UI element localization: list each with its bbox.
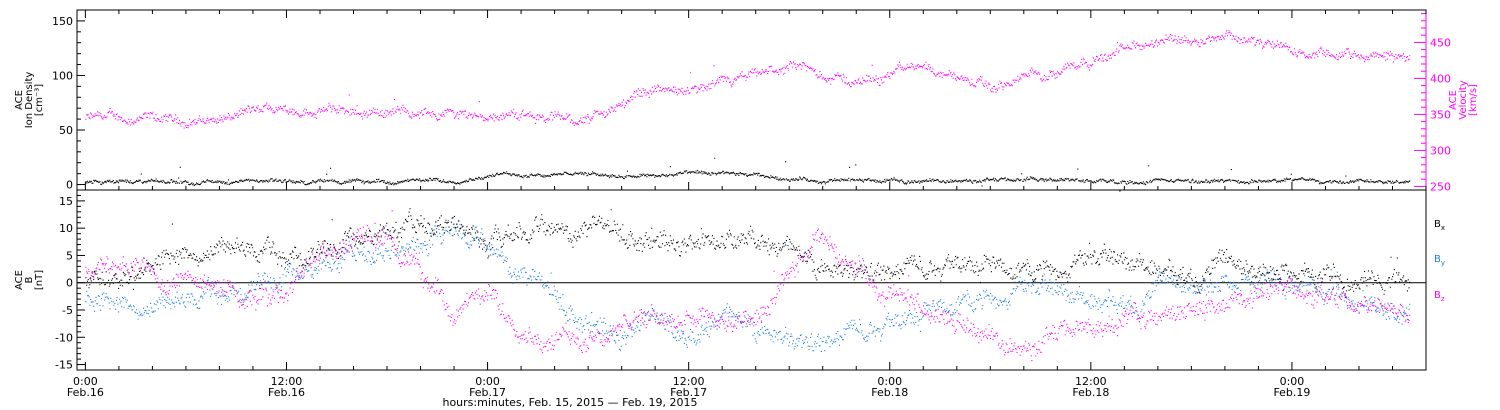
x-time-label: 0:00 [1280, 375, 1305, 388]
legend-subscript: y [1441, 259, 1445, 267]
legend-base: B [1434, 219, 1441, 230]
legend-subscript: x [1441, 224, 1445, 232]
bottom-panel-frame [76, 189, 1427, 371]
b-tick-label: 5 [66, 249, 73, 262]
b-tick-label: -15 [55, 359, 73, 372]
density-axis-title-line: [cm⁻³] [34, 84, 45, 116]
velocity-tick-label: 250 [1430, 180, 1451, 193]
x-date-label: Feb.18 [1072, 386, 1109, 399]
velocity-axis-title-line: [km/s] [1468, 84, 1479, 116]
velocity-tick-label: 400 [1430, 72, 1451, 85]
x-time-label: 0:00 [73, 375, 98, 388]
density-tick-label: 150 [52, 15, 73, 28]
legend-bz: Bz [1434, 290, 1445, 303]
density-axis-title-line: ACE [14, 90, 25, 110]
b-axis-title-line: [nT] [34, 270, 45, 290]
b-axis-title: ACEB[nT] [14, 270, 45, 290]
b-axis-title-line: ACE [14, 270, 25, 290]
b-tick-label: 10 [59, 222, 73, 235]
x-date-label: Feb.16 [67, 386, 104, 399]
b-tick-label: 0 [66, 277, 73, 290]
top-panel-frame [76, 9, 1427, 191]
legend-base: B [1434, 290, 1441, 301]
density-tick-label: 0 [66, 179, 73, 192]
b-axis-title-line: B [24, 276, 35, 283]
legend-by: By [1434, 254, 1445, 267]
b-tick-label: 15 [59, 195, 73, 208]
x-time-label: 12:00 [673, 375, 705, 388]
x-time-label: 12:00 [1075, 375, 1107, 388]
x-time-label: 0:00 [475, 375, 500, 388]
density-tick-label: 50 [59, 124, 73, 137]
velocity-axis-title: ACEVelocity[km/s] [1448, 80, 1479, 119]
b-tick-label: -10 [55, 331, 73, 344]
velocity-axis-title-line: Velocity [1458, 80, 1469, 119]
b-tick-label: -5 [62, 304, 73, 317]
bz-series [85, 210, 1411, 362]
velocity-series [85, 30, 1411, 129]
x-date-label: Feb.17 [469, 386, 506, 399]
x-time-label: 0:00 [877, 375, 902, 388]
ion-density-series [85, 157, 1411, 192]
x-axis-label: hours:minutes, Feb. 15, 2015 — Feb. 19, … [442, 396, 697, 409]
density-tick-label: 100 [52, 69, 73, 82]
velocity-tick-label: 300 [1430, 144, 1451, 157]
x-date-label: Feb.18 [871, 386, 908, 399]
legend-base: B [1434, 254, 1441, 265]
x-date-label: Feb.17 [670, 386, 707, 399]
velocity-tick-label: 350 [1430, 108, 1451, 121]
velocity-tick-label: 450 [1430, 36, 1451, 49]
x-date-label: Feb.16 [268, 386, 305, 399]
legend-bx: Bx [1434, 219, 1445, 232]
legend-subscript: z [1441, 295, 1445, 303]
x-date-label: Feb.19 [1273, 386, 1310, 399]
density-axis-title-line: Ion Density [24, 72, 35, 129]
velocity-axis-title-line: ACE [1448, 90, 1459, 110]
x-time-label: 12:00 [271, 375, 303, 388]
density-axis-title: ACEIon Density[cm⁻³] [14, 72, 45, 129]
by-series [85, 220, 1411, 352]
